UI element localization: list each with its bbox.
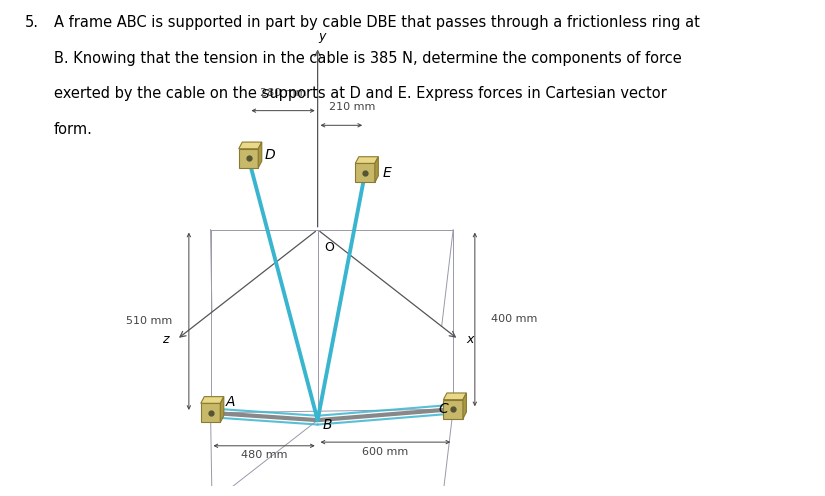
Text: 210 mm: 210 mm: [329, 103, 375, 113]
Polygon shape: [356, 163, 375, 183]
Text: A frame ABC is supported in part by cable DBE that passes through a frictionless: A frame ABC is supported in part by cabl…: [54, 15, 700, 30]
Text: 280 mm: 280 mm: [260, 88, 306, 98]
Text: exerted by the cable on the supports at D and E. Express forces in Cartesian vec: exerted by the cable on the supports at …: [54, 86, 667, 101]
Polygon shape: [258, 142, 262, 168]
Polygon shape: [356, 157, 379, 163]
Polygon shape: [200, 397, 224, 403]
Text: A: A: [225, 395, 235, 409]
Text: C: C: [438, 402, 448, 416]
Text: z: z: [162, 333, 168, 346]
Polygon shape: [443, 400, 463, 419]
Text: B. Knowing that the tension in the cable is 385 N, determine the components of f: B. Knowing that the tension in the cable…: [54, 51, 681, 65]
Polygon shape: [463, 393, 466, 419]
Text: 600 mm: 600 mm: [362, 447, 408, 457]
Text: E: E: [383, 166, 391, 180]
Text: D: D: [265, 148, 276, 162]
Text: 5.: 5.: [25, 15, 39, 30]
Polygon shape: [443, 393, 466, 400]
Text: B: B: [323, 418, 332, 433]
Text: form.: form.: [54, 122, 92, 137]
Polygon shape: [220, 397, 224, 423]
Polygon shape: [200, 403, 220, 423]
Text: y: y: [318, 30, 325, 43]
Text: 510 mm: 510 mm: [126, 316, 172, 326]
Text: x: x: [467, 333, 474, 346]
Polygon shape: [375, 157, 379, 183]
Polygon shape: [238, 149, 258, 168]
Polygon shape: [238, 142, 262, 149]
Text: 480 mm: 480 mm: [241, 450, 287, 460]
Text: O: O: [324, 241, 334, 253]
Text: 400 mm: 400 mm: [491, 314, 537, 324]
